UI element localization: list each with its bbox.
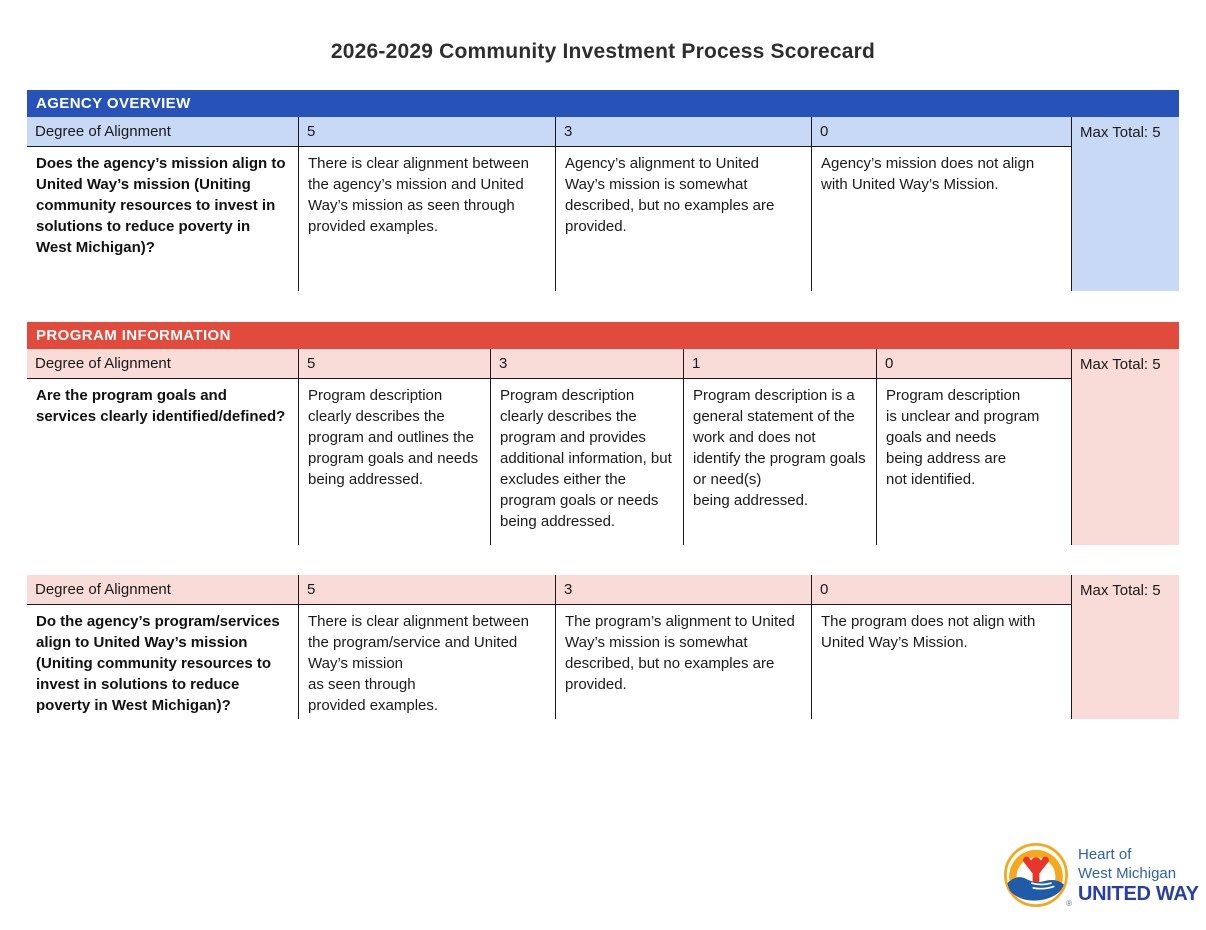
max-total-body-cell: [1071, 605, 1179, 719]
logo-united-way-wordmark: UNITED WAY: [1078, 883, 1199, 905]
section-header-agency-overview: AGENCY OVERVIEW: [27, 90, 1179, 117]
agency-overview-table: AGENCY OVERVIEW Degree of Alignment 5 3 …: [27, 90, 1179, 291]
program-information-table: PROGRAM INFORMATION Degree of Alignment …: [27, 322, 1179, 545]
max-total-body-cell: [1071, 147, 1179, 291]
score-header-5: 5: [298, 117, 555, 147]
registered-trademark-symbol: ®: [1066, 899, 1072, 908]
score-header-0: 0: [876, 349, 1071, 379]
criteria-cell-3: Agency’s alignment to United Way’s missi…: [555, 147, 811, 291]
degree-label: Degree of Alignment: [27, 117, 298, 147]
criteria-cell-5: Program description clearly describes th…: [298, 379, 490, 545]
degree-label: Degree of Alignment: [27, 575, 298, 605]
united-way-hand-person-icon: ®: [1002, 840, 1072, 910]
criteria-cell-5: There is clear alignment between the pro…: [298, 605, 555, 719]
criteria-row: Does the agency’s mission align to Unite…: [27, 147, 1179, 291]
united-way-logo: ® Heart of West Michigan UNITED WAY: [1002, 840, 1199, 910]
criteria-cell-0: The program does not align with United W…: [811, 605, 1071, 719]
degree-of-alignment-row: Degree of Alignment 5 3 0 Max Total: 5: [27, 575, 1179, 605]
score-header-5: 5: [298, 349, 490, 379]
logo-org-line1: Heart of: [1078, 846, 1132, 863]
score-header-1: 1: [683, 349, 876, 379]
criteria-row: Do the agency’s program/services align t…: [27, 605, 1179, 719]
degree-of-alignment-row: Degree of Alignment 5 3 1 0 Max Total: 5: [27, 349, 1179, 379]
question-cell: Do the agency’s program/services align t…: [27, 605, 298, 719]
question-cell: Are the program goals and services clear…: [27, 379, 298, 545]
max-total-body-cell: [1071, 379, 1179, 545]
score-header-5: 5: [298, 575, 555, 605]
united-way-logo-text: Heart of West Michigan UNITED WAY: [1078, 845, 1199, 905]
program-alignment-table: Degree of Alignment 5 3 0 Max Total: 5 D…: [27, 575, 1179, 719]
criteria-cell-0: Agency’s mission does not align with Uni…: [811, 147, 1071, 291]
section-header-program-information: PROGRAM INFORMATION: [27, 322, 1179, 349]
score-header-3: 3: [490, 349, 683, 379]
criteria-cell-0: Program description is unclear and progr…: [876, 379, 1071, 545]
score-header-3: 3: [555, 117, 811, 147]
degree-of-alignment-row: Degree of Alignment 5 3 0 Max Total: 5: [27, 117, 1179, 147]
criteria-cell-3: The program’s alignment to United Way’s …: [555, 605, 811, 719]
score-header-0: 0: [811, 117, 1071, 147]
max-total-cell: Max Total: 5: [1071, 117, 1179, 147]
degree-label: Degree of Alignment: [27, 349, 298, 379]
criteria-cell-5: There is clear alignment between the age…: [298, 147, 555, 291]
score-header-0: 0: [811, 575, 1071, 605]
logo-org-line2: West Michigan: [1078, 865, 1177, 882]
criteria-cell-3: Program description clearly describes th…: [490, 379, 683, 545]
criteria-row: Are the program goals and services clear…: [27, 379, 1179, 545]
question-cell: Does the agency’s mission align to Unite…: [27, 147, 298, 291]
page-title: 2026-2029 Community Investment Process S…: [330, 40, 876, 63]
max-total-cell: Max Total: 5: [1071, 575, 1179, 605]
score-header-3: 3: [555, 575, 811, 605]
criteria-cell-1: Program description is a general stateme…: [683, 379, 876, 545]
max-total-cell: Max Total: 5: [1071, 349, 1179, 379]
